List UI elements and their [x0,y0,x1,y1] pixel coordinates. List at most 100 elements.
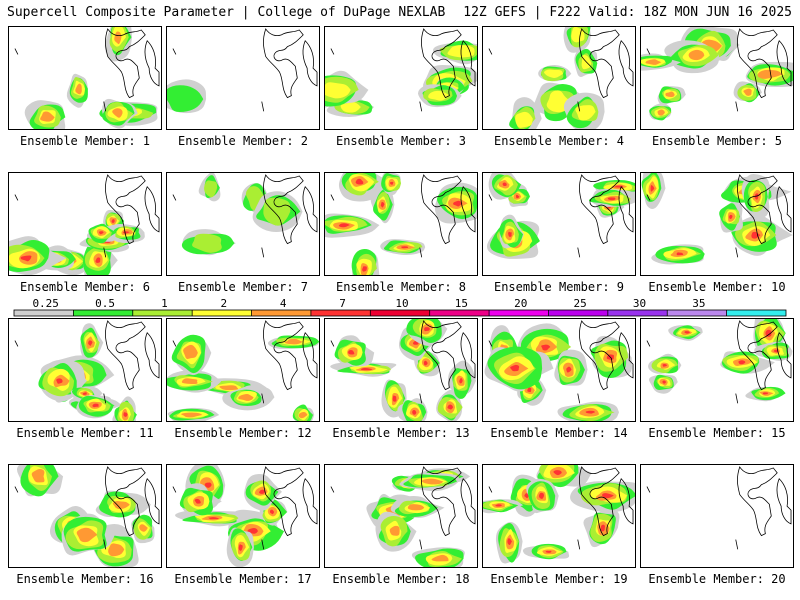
great-lakes-outline [579,466,634,537]
ensemble-member-map [640,318,794,422]
ensemble-member-map [8,172,162,276]
legend-tick-label: 0.25 [32,297,59,310]
color-scale-legend: 0.25 0.5 1 2 4 7 10 15 20 25 30 35 [13,297,787,317]
ensemble-member-map [482,318,636,422]
legend-swatch [310,310,371,316]
run-valid-time: 12Z GEFS | F222 Valid: 18Z MON JUN 16 20… [463,5,792,20]
legend-swatch [726,310,786,316]
ensemble-member-label: Ensemble Member: 17 [174,572,312,586]
great-lakes-outline [579,320,634,391]
legend-swatch [73,310,133,316]
great-lakes-outline [105,466,160,537]
great-lakes-outline [579,28,634,99]
ensemble-member-label: Ensemble Member: 13 [332,426,470,440]
scp-field [509,27,605,129]
ensemble-member-label: Ensemble Member: 16 [16,572,154,586]
ensemble-member-map [324,464,478,568]
ensemble-member-map [8,26,162,130]
ensemble-member-map [166,26,320,130]
ensemble-member-label: Ensemble Member: 10 [648,280,786,294]
product-title: Supercell Composite Parameter | College … [7,5,446,20]
ensemble-member-label: Ensemble Member: 12 [174,426,312,440]
legend-tick-label: 30 [633,297,646,310]
legend-tick-label: 25 [574,297,587,310]
scp-field [366,468,471,567]
scp-field [325,173,477,275]
ensemble-member-label: Ensemble Member: 15 [648,426,786,440]
ensemble-member-label: Ensemble Member: 18 [332,572,470,586]
ensemble-member-map [324,26,478,130]
ensemble-member-map [640,26,794,130]
scp-field [641,173,793,265]
ensemble-member-label: Ensemble Member: 3 [335,134,467,148]
great-lakes-outline [737,320,792,391]
great-lakes-outline [421,174,476,245]
legend-tick-label: 15 [455,297,468,310]
ensemble-member-map [482,464,636,568]
ensemble-member-label: Ensemble Member: 5 [651,134,783,148]
legend-tick-label: 0.5 [95,297,115,310]
legend-swatch [607,310,668,316]
ensemble-member-label: Ensemble Member: 6 [19,280,151,294]
legend-swatch [429,310,490,316]
scp-field [325,40,477,117]
legend-tick-label: 10 [395,297,408,310]
great-lakes-outline [263,466,318,537]
scp-field [9,209,145,275]
ensemble-member-map [8,318,162,422]
legend-swatch [192,310,252,316]
ensemble-member-map [166,464,320,568]
ensemble-member-map [166,172,320,276]
legend-swatch [370,310,430,316]
scp-field [648,319,793,402]
scp-field [484,323,632,421]
great-lakes-outline [263,174,318,245]
ensemble-member-map [166,318,320,422]
ensemble-member-label: Ensemble Member: 11 [16,426,154,440]
legend-tick-label: 7 [339,297,346,310]
scp-field [330,319,477,421]
legend-swatch [548,310,608,316]
ensemble-member-map [482,172,636,276]
legend-tick-label: 35 [692,297,705,310]
legend-swatch [489,310,549,316]
ensemble-member-label: Ensemble Member: 20 [648,572,786,586]
ensemble-member-label: Ensemble Member: 2 [177,134,309,148]
ensemble-member-map [324,318,478,422]
great-lakes-outline [737,466,792,537]
great-lakes-outline [105,320,160,391]
scp-field [24,27,158,129]
scp-field [38,323,137,421]
great-lakes-outline [421,28,476,99]
legend-swatch [667,310,727,316]
legend-tick-label: 20 [514,297,527,310]
great-lakes-outline [421,320,476,391]
ensemble-member-map [640,172,794,276]
ensemble-member-label: Ensemble Member: 1 [19,134,151,148]
scp-field [167,334,319,421]
ensemble-member-label: Ensemble Member: 9 [493,280,625,294]
scp-field [181,173,303,256]
great-lakes-outline [105,28,160,99]
legend-tick-label: 1 [161,297,168,310]
scp-field [167,79,207,114]
ensemble-member-label: Ensemble Member: 8 [335,280,467,294]
ensemble-member-label: Ensemble Member: 14 [490,426,628,440]
legend-tick-label: 4 [280,297,287,310]
ensemble-member-map [324,172,478,276]
scp-field [486,173,635,259]
ensemble-member-map [482,26,636,130]
ensemble-member-label: Ensemble Member: 7 [177,280,309,294]
great-lakes-outline [737,174,792,245]
great-lakes-outline [737,28,792,99]
great-lakes-outline [105,174,160,245]
legend-swatch [14,310,74,316]
scp-field [16,465,155,567]
great-lakes-outline [579,174,634,245]
ensemble-member-label: Ensemble Member: 19 [490,572,628,586]
legend-swatch [132,310,193,316]
scp-field [483,465,635,564]
legend-swatch [251,310,311,316]
great-lakes-outline [263,320,318,391]
legend-tick-label: 2 [221,297,228,310]
